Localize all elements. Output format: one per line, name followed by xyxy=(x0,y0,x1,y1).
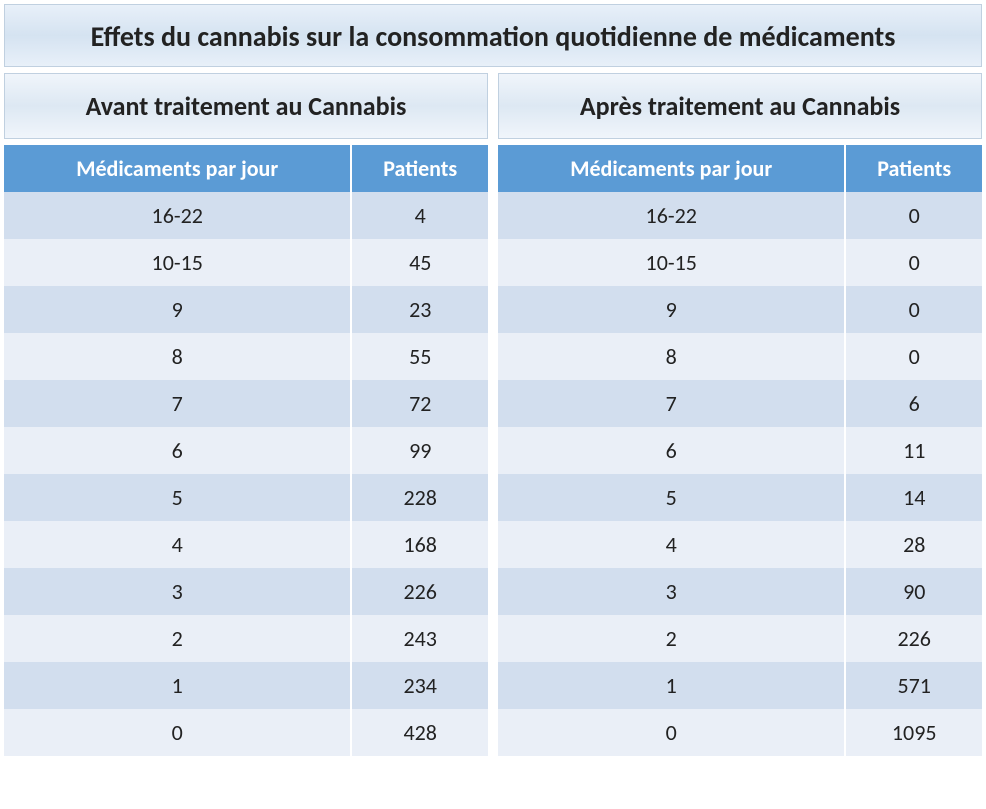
table-cell: 10-15 xyxy=(4,239,351,286)
table-row: 772 xyxy=(4,380,488,427)
table-row: 16-224 xyxy=(4,192,488,239)
table-row: 699 xyxy=(4,427,488,474)
table-cell: 3 xyxy=(498,568,845,615)
before-table-body: 16-22410-1545923855772699522841683226224… xyxy=(4,192,488,756)
table-cell: 243 xyxy=(351,615,488,662)
table-cell: 72 xyxy=(351,380,488,427)
table-row: 3226 xyxy=(4,568,488,615)
table-cell: 8 xyxy=(498,333,845,380)
main-title: Effets du cannabis sur la consommation q… xyxy=(4,4,982,67)
table-row: 2226 xyxy=(498,615,982,662)
before-section-header: Avant traitement au Cannabis xyxy=(4,73,488,139)
before-table: Médicaments par jour Patients 16-22410-1… xyxy=(4,145,488,756)
table-cell: 7 xyxy=(498,380,845,427)
table-cell: 226 xyxy=(845,615,982,662)
table-cell: 6 xyxy=(498,427,845,474)
table-cell: 0 xyxy=(845,192,982,239)
table-cell: 571 xyxy=(845,662,982,709)
table-cell: 428 xyxy=(351,709,488,756)
table-row: 80 xyxy=(498,333,982,380)
table-row: 514 xyxy=(498,474,982,521)
table-row: 01095 xyxy=(498,709,982,756)
table-cell: 4 xyxy=(351,192,488,239)
table-row: 390 xyxy=(498,568,982,615)
table-cell: 4 xyxy=(498,521,845,568)
before-col-header-patients: Patients xyxy=(351,145,488,192)
table-cell: 14 xyxy=(845,474,982,521)
table-cell: 4 xyxy=(4,521,351,568)
table-cell: 0 xyxy=(845,286,982,333)
table-cell: 0 xyxy=(845,239,982,286)
table-cell: 7 xyxy=(4,380,351,427)
table-row: 0428 xyxy=(4,709,488,756)
table-cell: 228 xyxy=(351,474,488,521)
before-col-header-meds: Médicaments par jour xyxy=(4,145,351,192)
table-cell: 8 xyxy=(4,333,351,380)
table-row: 2243 xyxy=(4,615,488,662)
table-row: 1234 xyxy=(4,662,488,709)
table-cell: 6 xyxy=(4,427,351,474)
table-row: 90 xyxy=(498,286,982,333)
after-col-header-patients: Patients xyxy=(845,145,982,192)
table-cell: 9 xyxy=(498,286,845,333)
table-cell: 55 xyxy=(351,333,488,380)
table-cell: 234 xyxy=(351,662,488,709)
table-cell: 226 xyxy=(351,568,488,615)
section-headers-row: Avant traitement au Cannabis Après trait… xyxy=(4,73,982,139)
table-cell: 10-15 xyxy=(498,239,845,286)
table-row: 855 xyxy=(4,333,488,380)
table-row: 923 xyxy=(4,286,488,333)
table-cell: 90 xyxy=(845,568,982,615)
table-cell: 11 xyxy=(845,427,982,474)
table-cell: 1095 xyxy=(845,709,982,756)
after-table: Médicaments par jour Patients 16-22010-1… xyxy=(498,145,982,756)
table-row: 10-1545 xyxy=(4,239,488,286)
table-cell: 5 xyxy=(4,474,351,521)
table-cell: 2 xyxy=(4,615,351,662)
table-cell: 28 xyxy=(845,521,982,568)
table-cell: 0 xyxy=(845,333,982,380)
table-cell: 3 xyxy=(4,568,351,615)
table-cell: 168 xyxy=(351,521,488,568)
table-cell: 16-22 xyxy=(4,192,351,239)
after-section-header: Après traitement au Cannabis xyxy=(498,73,982,139)
table-row: 4168 xyxy=(4,521,488,568)
table-cell: 2 xyxy=(498,615,845,662)
table-cell: 0 xyxy=(498,709,845,756)
after-col-header-meds: Médicaments par jour xyxy=(498,145,845,192)
table-cell: 0 xyxy=(4,709,351,756)
table-row: 428 xyxy=(498,521,982,568)
table-cell: 5 xyxy=(498,474,845,521)
after-table-body: 16-22010-1509080766115144283902226157101… xyxy=(498,192,982,756)
table-row: 5228 xyxy=(4,474,488,521)
tables-row: Médicaments par jour Patients 16-22410-1… xyxy=(4,145,982,756)
table-cell: 23 xyxy=(351,286,488,333)
table-cell: 16-22 xyxy=(498,192,845,239)
table-cell: 45 xyxy=(351,239,488,286)
table-row: 76 xyxy=(498,380,982,427)
table-row: 10-150 xyxy=(498,239,982,286)
table-cell: 1 xyxy=(4,662,351,709)
table-row: 16-220 xyxy=(498,192,982,239)
table-cell: 9 xyxy=(4,286,351,333)
table-cell: 6 xyxy=(845,380,982,427)
table-cell: 1 xyxy=(498,662,845,709)
table-row: 1571 xyxy=(498,662,982,709)
table-cell: 99 xyxy=(351,427,488,474)
table-row: 611 xyxy=(498,427,982,474)
